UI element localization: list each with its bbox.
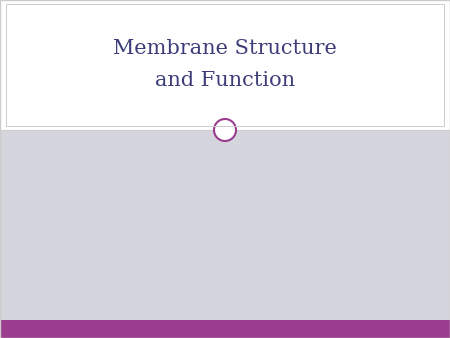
Bar bbox=[0, 320, 450, 338]
Text: and Function: and Function bbox=[155, 72, 295, 91]
Circle shape bbox=[214, 119, 236, 141]
Text: Membrane Structure: Membrane Structure bbox=[113, 40, 337, 58]
Bar bbox=[6, 4, 444, 126]
Bar bbox=[0, 0, 450, 130]
Bar bbox=[0, 130, 450, 320]
